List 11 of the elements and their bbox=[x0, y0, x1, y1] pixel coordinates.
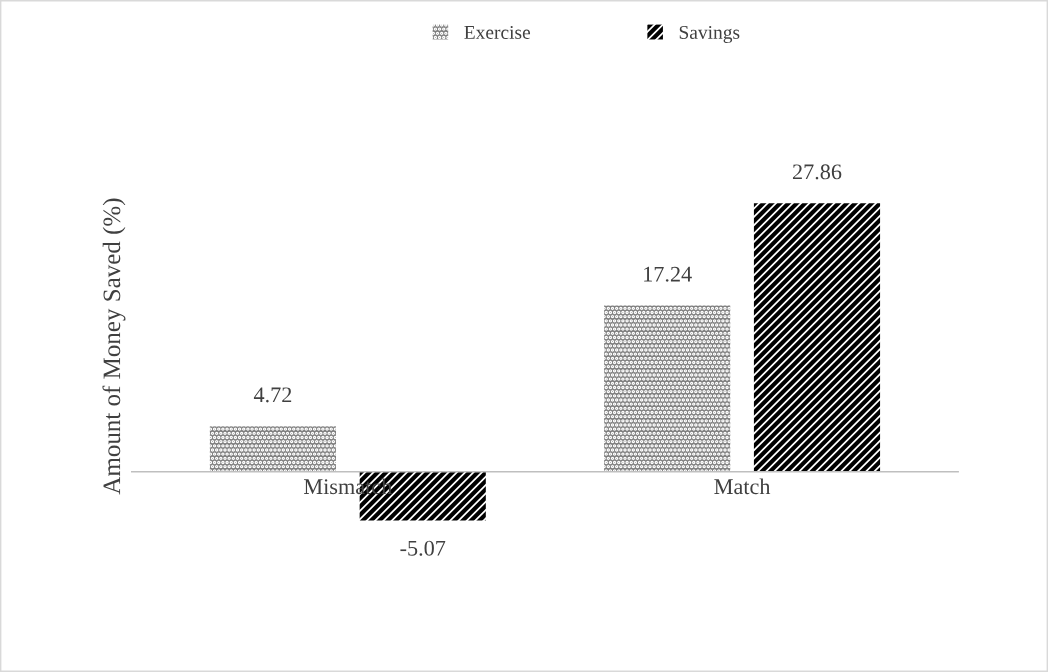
y-axis-title: Amount of Money Saved (%) bbox=[102, 198, 126, 495]
legend-label: Exercise bbox=[464, 25, 531, 39]
bar bbox=[604, 305, 731, 472]
data-label: -5.07 bbox=[400, 540, 446, 556]
data-label: 17.24 bbox=[644, 266, 692, 282]
bar bbox=[209, 426, 337, 472]
bar bbox=[753, 203, 881, 472]
legend-label: Savings bbox=[679, 25, 740, 43]
data-label: 27.86 bbox=[792, 164, 842, 180]
x-tick-label: Match bbox=[714, 478, 771, 495]
data-label: 4.72 bbox=[253, 387, 292, 403]
